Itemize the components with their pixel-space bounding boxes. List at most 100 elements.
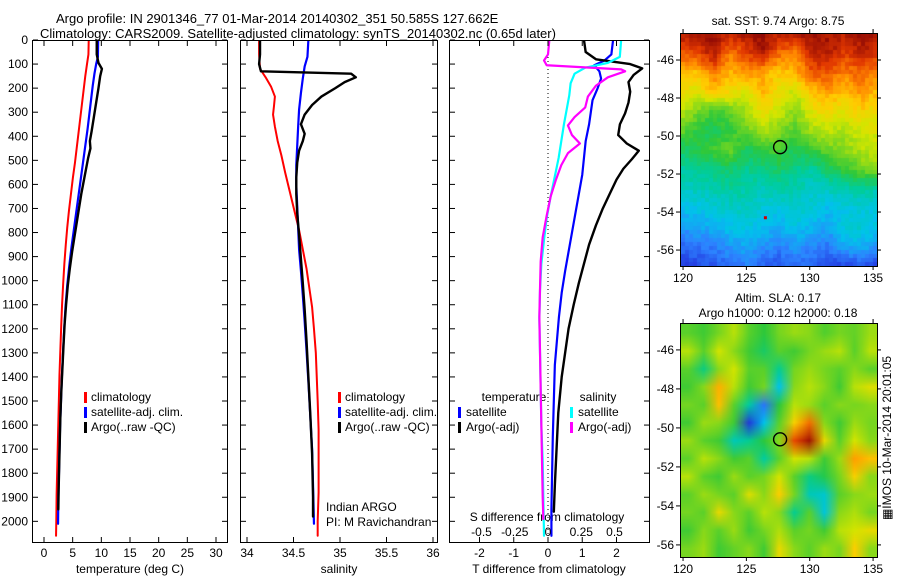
legend-label-argo-raw: Argo(..raw -QC) bbox=[91, 420, 176, 434]
s-tick-label: -0.25 bbox=[501, 525, 529, 539]
series-t-argo-adj- bbox=[552, 41, 644, 513]
x-tick-label: 36 bbox=[426, 546, 440, 560]
series-argo-raw-qc- bbox=[57, 41, 104, 511]
depth-tick-label: 2000 bbox=[1, 514, 28, 528]
x-tick-label: 34 bbox=[240, 546, 254, 560]
x-tick-label: 2 bbox=[613, 546, 620, 560]
sla-map-image bbox=[681, 324, 877, 557]
sst-map-image bbox=[681, 34, 877, 266]
sla-map-title-line2: Argo h1000: 0.12 h2000: 0.18 bbox=[699, 306, 858, 320]
legend-marker-t-argo bbox=[458, 422, 461, 433]
lat-tick-label: -46 bbox=[657, 343, 675, 357]
plot-frame bbox=[449, 40, 650, 543]
lon-tick-label: 120 bbox=[673, 271, 693, 285]
temperature-legend: climatology satellite-adj. clim. Argo(..… bbox=[84, 390, 183, 434]
anomaly-dot bbox=[763, 216, 767, 220]
legend-header-salinity: salinity bbox=[580, 390, 617, 404]
depth-tick-label: 900 bbox=[8, 250, 28, 264]
legend-marker-t-satellite bbox=[458, 407, 461, 418]
s-tick-label: 0.25 bbox=[570, 525, 594, 539]
lat-tick-label: -56 bbox=[657, 538, 675, 552]
lon-tick-label: 130 bbox=[800, 562, 820, 576]
depth-tick-label: 1500 bbox=[1, 394, 28, 408]
depth-tick-label: 1900 bbox=[1, 490, 28, 504]
lat-tick-label: -54 bbox=[657, 205, 675, 219]
lon-tick-label: 120 bbox=[673, 562, 693, 576]
legend-label-satellite-clim: satellite-adj. clim. bbox=[91, 405, 183, 419]
series-s-argo-adj- bbox=[538, 41, 627, 521]
legend-marker-satellite-clim bbox=[84, 407, 87, 418]
series-climatology bbox=[258, 41, 320, 537]
series-climatology bbox=[55, 41, 90, 537]
depth-tick-label: 800 bbox=[8, 226, 28, 240]
x-tick-label: -2 bbox=[474, 546, 485, 560]
depth-tick-label: 0 bbox=[21, 33, 28, 47]
salinity-axis-label: salinity bbox=[321, 562, 358, 576]
legend-label-climatology: climatology bbox=[345, 390, 405, 404]
x-tick-label: 25 bbox=[181, 546, 195, 560]
series-argo-raw-qc- bbox=[257, 41, 358, 518]
x-tick-label: 35.5 bbox=[375, 546, 399, 560]
depth-tick-label: 200 bbox=[8, 81, 28, 95]
lat-tick-label: -52 bbox=[657, 460, 675, 474]
x-tick-label: 10 bbox=[95, 546, 109, 560]
map-frame bbox=[680, 33, 878, 267]
x-tick-label: 34.5 bbox=[282, 546, 306, 560]
legend-label-s-argo: Argo(-adj) bbox=[578, 420, 631, 434]
legend-label-climatology: climatology bbox=[91, 390, 151, 404]
lon-tick-label: 135 bbox=[863, 562, 883, 576]
lon-tick-label: 125 bbox=[736, 562, 756, 576]
depth-tick-label: 1400 bbox=[1, 370, 28, 384]
lat-tick-label: -50 bbox=[657, 129, 675, 143]
lon-tick-label: 130 bbox=[800, 271, 820, 285]
float-position-marker bbox=[772, 139, 788, 155]
depth-tick-label: 1700 bbox=[1, 442, 28, 456]
x-tick-label: 30 bbox=[209, 546, 223, 560]
salinity-legend: climatology satellite-adj. clim. Argo(..… bbox=[338, 390, 437, 434]
legend-marker-argo-raw bbox=[338, 422, 341, 433]
difference-legend: temperature salinity satellite Argo(-adj… bbox=[458, 390, 631, 434]
lat-tick-label: -56 bbox=[657, 243, 675, 257]
s-tick-label: 0.5 bbox=[606, 525, 623, 539]
plot-frame bbox=[240, 40, 438, 543]
lon-tick-label: 125 bbox=[736, 271, 756, 285]
x-tick-label: 20 bbox=[152, 546, 166, 560]
figure-title-line2: Climatology: CARS2009. Satellite-adjuste… bbox=[40, 26, 556, 41]
x-tick-label: 1 bbox=[579, 546, 586, 560]
depth-tick-label: 1100 bbox=[2, 298, 28, 312]
annotation-pi: PI: M Ravichandran bbox=[326, 515, 431, 529]
lat-tick-label: -54 bbox=[657, 499, 675, 513]
legend-marker-argo-raw bbox=[84, 422, 87, 433]
float-position-marker bbox=[772, 432, 788, 447]
s-tick-label: 0 bbox=[545, 525, 552, 539]
legend-label-s-satellite: satellite bbox=[578, 405, 619, 419]
legend-marker-s-satellite bbox=[570, 407, 573, 418]
temperature-axis-label: temperature (deg C) bbox=[76, 562, 184, 576]
s-tick-label: -0.5 bbox=[471, 525, 492, 539]
legend-label-t-argo: Argo(-adj) bbox=[466, 420, 519, 434]
depth-tick-label: 700 bbox=[8, 201, 28, 215]
imos-timestamp-vertical: ▦IMOS 10-Mar-2014 20:01:05 bbox=[880, 356, 894, 520]
s-difference-axis-label: S difference from climatology bbox=[470, 510, 625, 524]
depth-tick-label: 300 bbox=[8, 105, 28, 119]
legend-marker-climatology bbox=[84, 392, 87, 403]
depth-tick-label: 600 bbox=[8, 177, 28, 191]
x-tick-label: 35 bbox=[333, 546, 347, 560]
lat-tick-label: -48 bbox=[657, 91, 675, 105]
x-tick-label: 15 bbox=[123, 546, 137, 560]
legend-header-temperature: temperature bbox=[482, 390, 547, 404]
depth-tick-label: 1600 bbox=[1, 418, 28, 432]
legend-label-satellite-clim: satellite-adj. clim. bbox=[345, 405, 437, 419]
legend-label-t-satellite: satellite bbox=[466, 405, 507, 419]
lon-tick-label: 135 bbox=[863, 271, 883, 285]
depth-tick-label: 1000 bbox=[1, 274, 28, 288]
legend-marker-satellite-clim bbox=[338, 407, 341, 418]
lat-tick-label: -48 bbox=[657, 382, 675, 396]
lat-tick-label: -46 bbox=[657, 53, 675, 67]
annotation-indian-argo: Indian ARGO bbox=[326, 500, 397, 514]
figure-title-line1: Argo profile: IN 2901346_77 01-Mar-2014 … bbox=[56, 11, 499, 26]
depth-tick-label: 100 bbox=[8, 57, 28, 71]
x-tick-label: 0 bbox=[41, 546, 48, 560]
depth-tick-label: 1800 bbox=[1, 466, 28, 480]
